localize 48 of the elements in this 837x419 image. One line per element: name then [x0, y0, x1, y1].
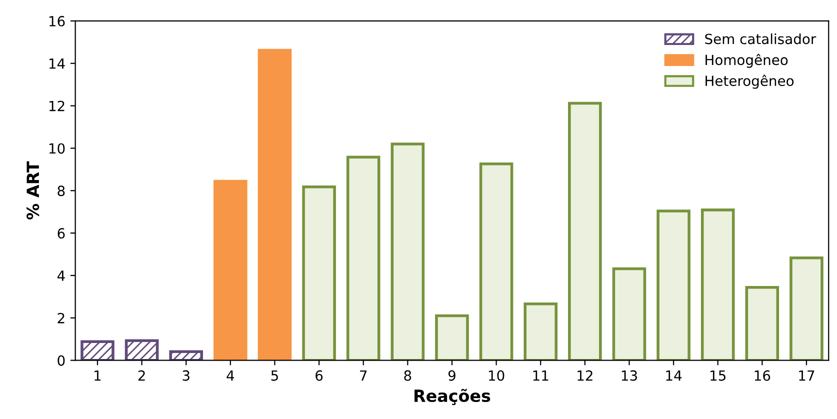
x-tick-label: 16: [754, 370, 770, 381]
x-tick-label: 11: [533, 370, 548, 381]
bar: [790, 256, 824, 360]
y-tick-label: 16: [49, 16, 65, 26]
bar: [124, 339, 159, 360]
x-axis-title: Reações: [414, 388, 490, 406]
x-tick-label: 3: [182, 370, 190, 381]
bar: [745, 286, 780, 360]
x-tick-label: 7: [360, 370, 367, 381]
x-tick-label: 4: [226, 370, 234, 381]
x-tick-label: 15: [710, 370, 726, 381]
bar: [524, 302, 558, 360]
x-tick-label: 6: [316, 370, 323, 381]
x-tick-label: 10: [488, 370, 504, 381]
x-tick-label: 17: [799, 370, 814, 381]
bar: [214, 180, 248, 360]
bar: [568, 102, 602, 360]
legend-label: Homogêneo: [706, 54, 788, 68]
x-tick-label: 13: [622, 370, 637, 381]
y-tick-label: 6: [58, 228, 65, 239]
x-tick-label: 9: [448, 370, 456, 381]
y-axis-title: % ART: [26, 161, 40, 220]
bar: [346, 156, 380, 360]
legend-label: Heterogêneo: [706, 74, 794, 89]
x-tick-label: 5: [271, 370, 278, 381]
y-tick-label: 0: [58, 355, 65, 366]
bar: [80, 340, 114, 360]
y-tick-label: 10: [49, 143, 65, 154]
bar: [390, 142, 425, 360]
x-tick-label: 1: [94, 370, 101, 381]
bar: [169, 350, 204, 360]
bar: [258, 48, 292, 360]
bar: [479, 162, 514, 360]
y-tick-label: 4: [57, 270, 65, 281]
bar: [612, 267, 646, 360]
y-tick-label: 14: [49, 58, 65, 69]
bar: [435, 314, 469, 360]
bar: [700, 208, 735, 360]
x-tick-label: 2: [138, 370, 145, 381]
legend-label: Sem catalisador: [705, 33, 816, 44]
y-tick-label: 8: [58, 186, 65, 196]
x-tick-label: 14: [666, 370, 682, 381]
x-tick-label: 8: [404, 370, 412, 381]
bar: [302, 185, 336, 360]
y-tick-label: 2: [58, 312, 64, 324]
y-tick-label: 12: [49, 100, 64, 112]
bar: [656, 210, 690, 360]
x-tick-label: 12: [578, 370, 592, 381]
